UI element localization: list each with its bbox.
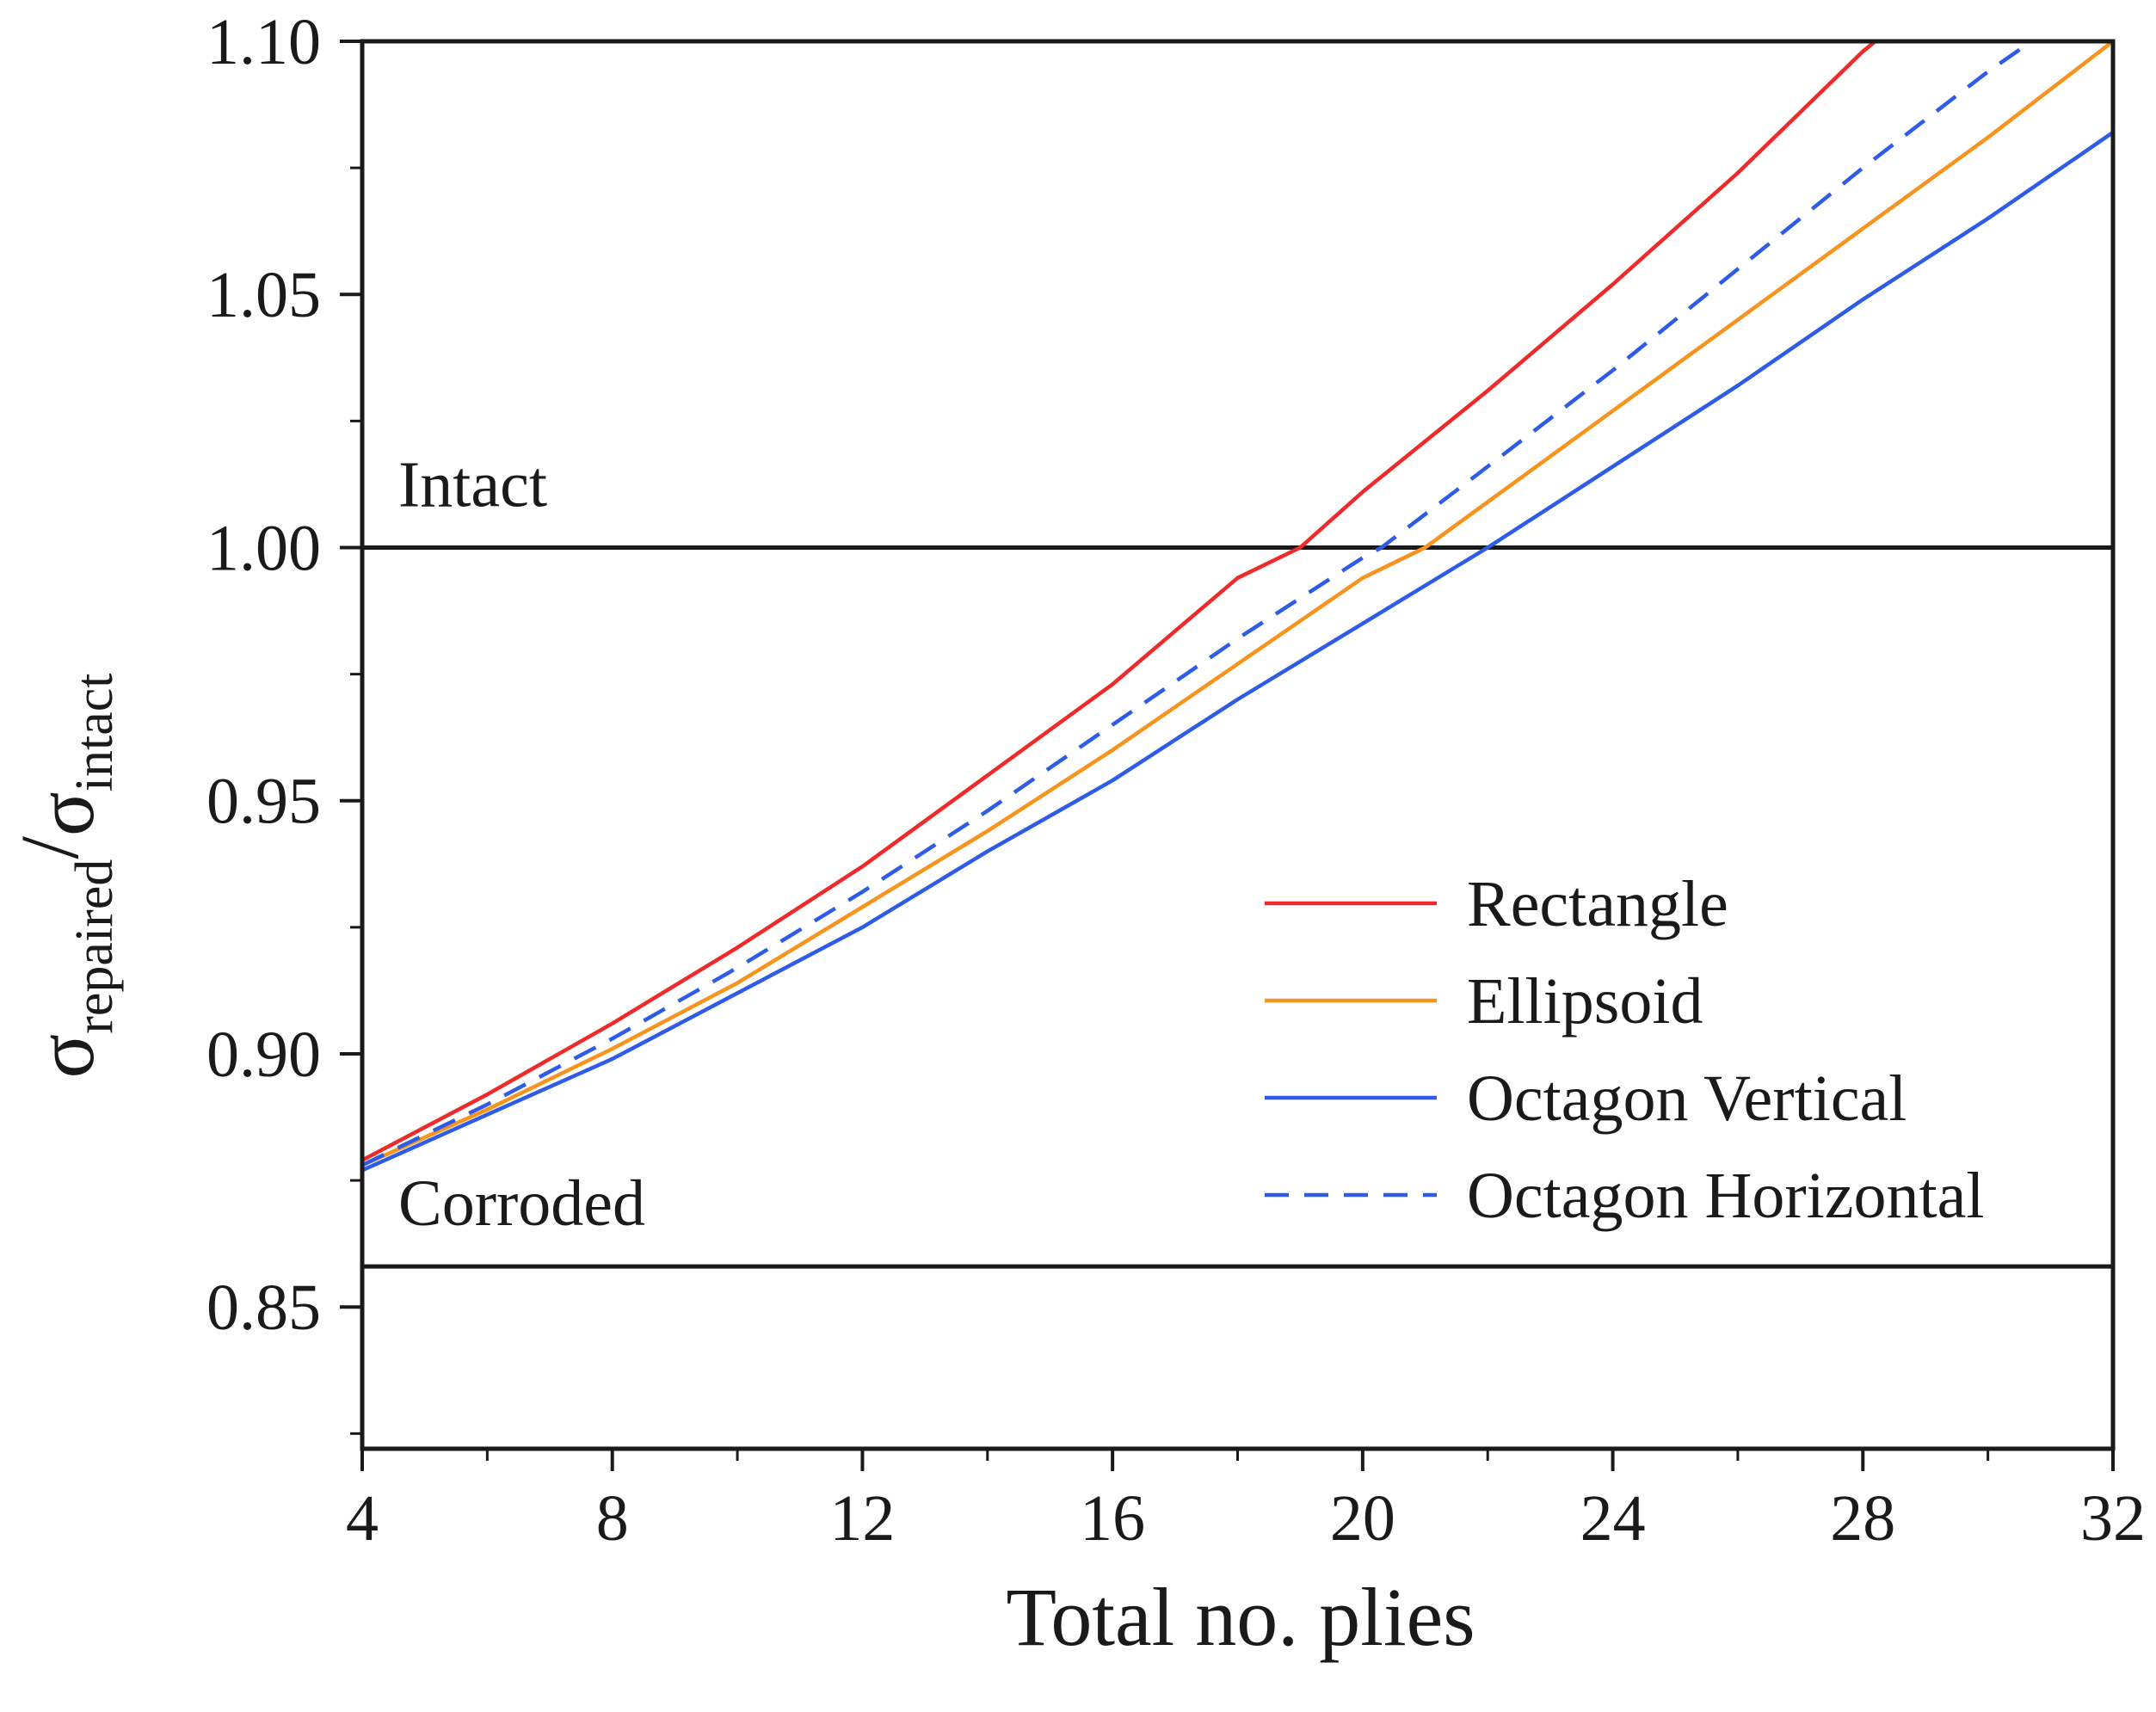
y-tick-label: 0.95 <box>206 766 321 838</box>
y-tick-label: 1.00 <box>206 512 321 584</box>
y-axis-slash: / <box>3 836 95 859</box>
x-tick-label: 16 <box>1080 1482 1145 1555</box>
y-tick-label: 0.90 <box>206 1019 321 1091</box>
legend-label-rectangle: Rectangle <box>1467 868 1728 940</box>
y-axis-sub-intact: intact <box>65 674 124 792</box>
legend-label-octagon-vertical: Octagon Vertical <box>1467 1062 1907 1135</box>
legend: Rectangle Ellipsoid Octagon Vertical Octago… <box>1265 868 1984 1232</box>
x-tick-label: 28 <box>1830 1482 1895 1555</box>
series-lines <box>360 40 2115 1173</box>
y-axis-symbol-2: σ <box>19 791 111 836</box>
reference-label-intact: Intact <box>398 448 547 520</box>
x-tick-label: 8 <box>596 1482 629 1555</box>
x-axis-title: Total no. plies <box>1006 1571 1475 1663</box>
y-tick-label: 1.05 <box>206 259 321 331</box>
series-line-ellipsoid <box>361 40 2115 1167</box>
x-tick-label: 4 <box>346 1482 379 1555</box>
y-axis-sub-repaired: repaired <box>65 859 124 1034</box>
legend-label-ellipsoid: Ellipsoid <box>1467 965 1703 1038</box>
x-tick-label: 12 <box>829 1482 895 1555</box>
y-axis-title: σrepaired/σintact <box>3 674 124 1079</box>
y-tick-label: 1.10 <box>206 6 321 78</box>
series-line-octagon-horizontal <box>361 40 2033 1167</box>
x-tick-label: 20 <box>1330 1482 1395 1555</box>
x-tick-label: 32 <box>2080 1482 2146 1555</box>
reference-lines: Intact Corroded <box>362 448 2113 1269</box>
y-tick-label: 0.85 <box>206 1272 321 1344</box>
x-tick-label: 24 <box>1580 1482 1646 1555</box>
y-axis-symbol-1: σ <box>19 1034 111 1079</box>
reference-label-corroded: Corroded <box>398 1167 645 1240</box>
axes: 4 8 12 16 20 24 28 32 0.85 0.90 0.95 1.00 1.05 1.10 <box>206 6 2146 1555</box>
series-line-rectangle <box>360 40 1877 1162</box>
legend-label-octagon-horizontal: Octagon Horizontal <box>1467 1160 1984 1232</box>
series-line-octagon-vertical <box>361 131 2115 1173</box>
